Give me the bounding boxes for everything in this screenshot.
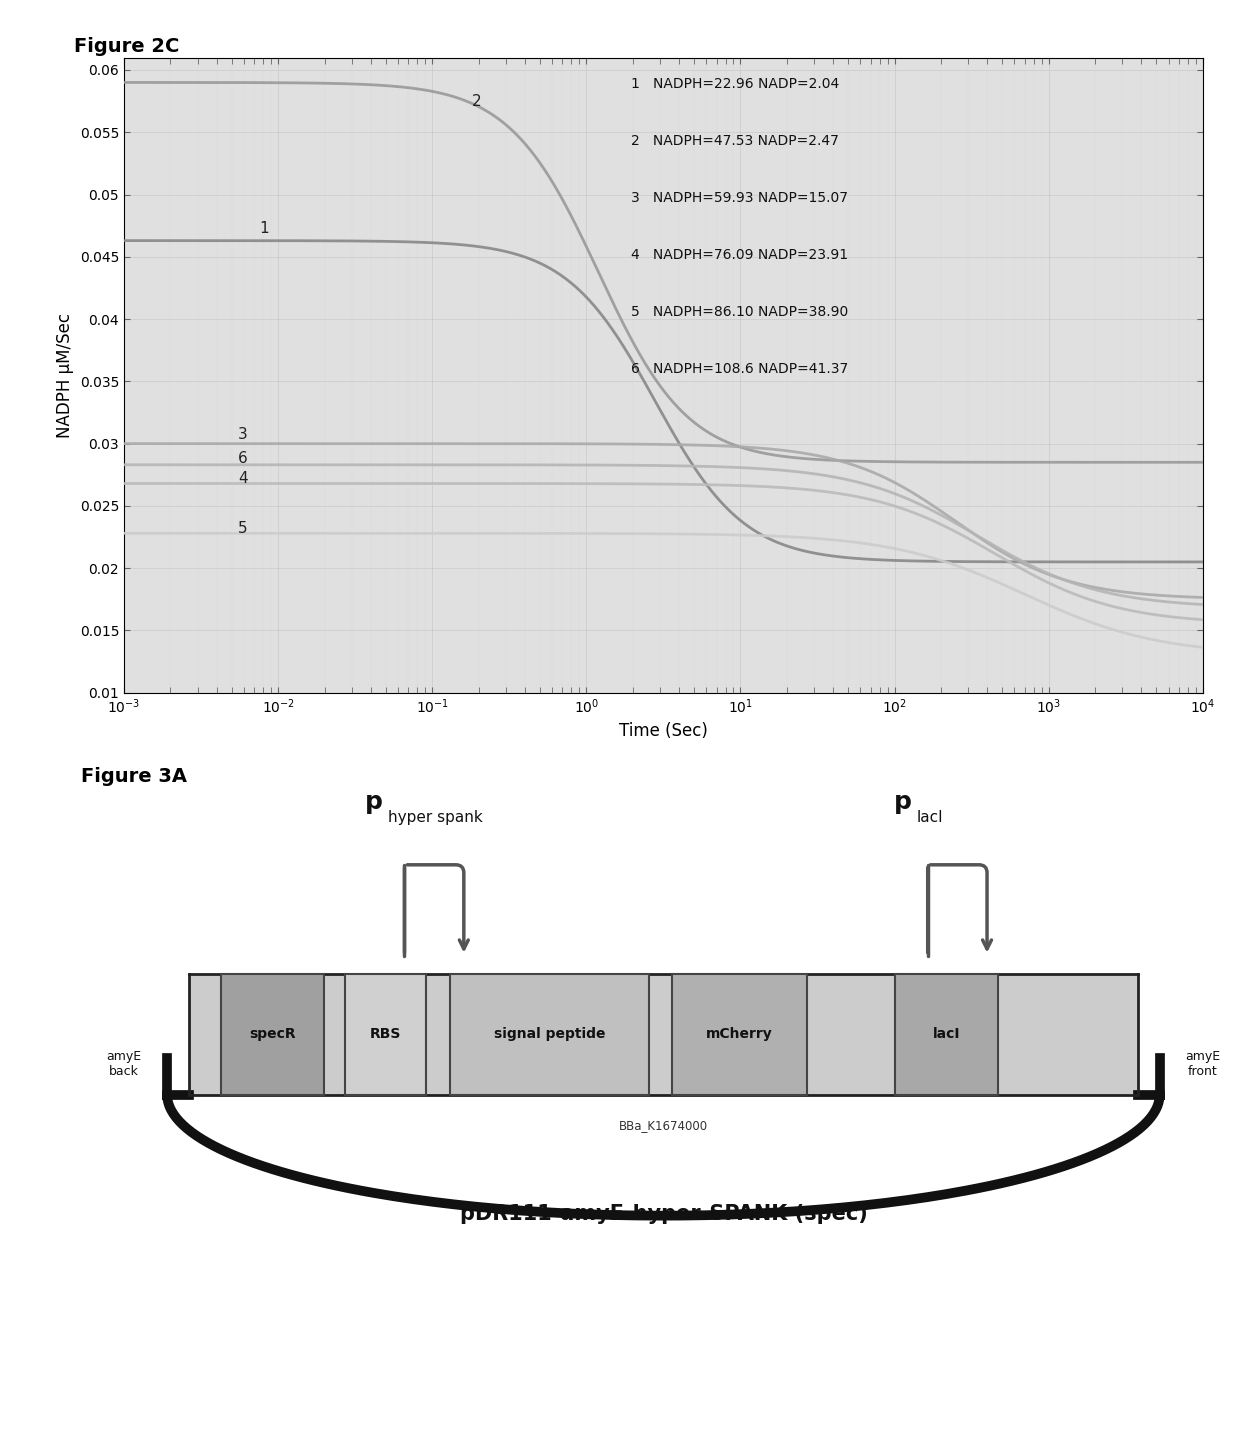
Text: $\mathbf{p}$: $\mathbf{p}$ [365, 792, 383, 817]
Y-axis label: NADPH μM/Sec: NADPH μM/Sec [56, 312, 74, 437]
FancyBboxPatch shape [895, 974, 998, 1094]
Text: hyper spank: hyper spank [388, 811, 484, 825]
FancyBboxPatch shape [221, 974, 324, 1094]
Text: 5   NADPH=86.10 NADP=38.90: 5 NADPH=86.10 NADP=38.90 [631, 305, 848, 319]
Text: 2   NADPH=47.53 NADP=2.47: 2 NADPH=47.53 NADP=2.47 [631, 134, 839, 148]
Text: signal peptide: signal peptide [494, 1027, 605, 1041]
Text: lacI: lacI [932, 1027, 960, 1041]
Text: Figure 3A: Figure 3A [81, 766, 187, 787]
FancyBboxPatch shape [345, 974, 427, 1094]
Text: 2: 2 [471, 93, 481, 109]
Text: amyE
front: amyE front [1185, 1050, 1220, 1078]
Text: 4   NADPH=76.09 NADP=23.91: 4 NADPH=76.09 NADP=23.91 [631, 249, 848, 262]
Text: 1: 1 [259, 220, 269, 236]
Text: pDR111-amyE-hyper-SPANK (spec): pDR111-amyE-hyper-SPANK (spec) [460, 1204, 867, 1224]
X-axis label: Time (Sec): Time (Sec) [619, 722, 708, 739]
Text: BBa_K1674000: BBa_K1674000 [619, 1119, 708, 1132]
Text: 3: 3 [238, 427, 248, 443]
Text: 4: 4 [238, 472, 248, 486]
Text: 5: 5 [238, 521, 248, 536]
Text: specR: specR [249, 1027, 295, 1041]
Text: lacI: lacI [916, 811, 944, 825]
Text: mCherry: mCherry [706, 1027, 773, 1041]
FancyBboxPatch shape [188, 974, 1138, 1094]
Text: 6: 6 [238, 452, 248, 466]
Text: 1   NADPH=22.96 NADP=2.04: 1 NADPH=22.96 NADP=2.04 [631, 76, 839, 91]
Text: 6   NADPH=108.6 NADP=41.37: 6 NADPH=108.6 NADP=41.37 [631, 362, 848, 377]
Text: Figure 2C: Figure 2C [74, 37, 180, 56]
Text: amyE
back: amyE back [107, 1050, 141, 1078]
FancyBboxPatch shape [672, 974, 807, 1094]
Text: 3   NADPH=59.93 NADP=15.07: 3 NADPH=59.93 NADP=15.07 [631, 191, 848, 204]
Text: $\mathbf{p}$: $\mathbf{p}$ [893, 792, 911, 817]
Text: RBS: RBS [370, 1027, 402, 1041]
FancyBboxPatch shape [450, 974, 650, 1094]
